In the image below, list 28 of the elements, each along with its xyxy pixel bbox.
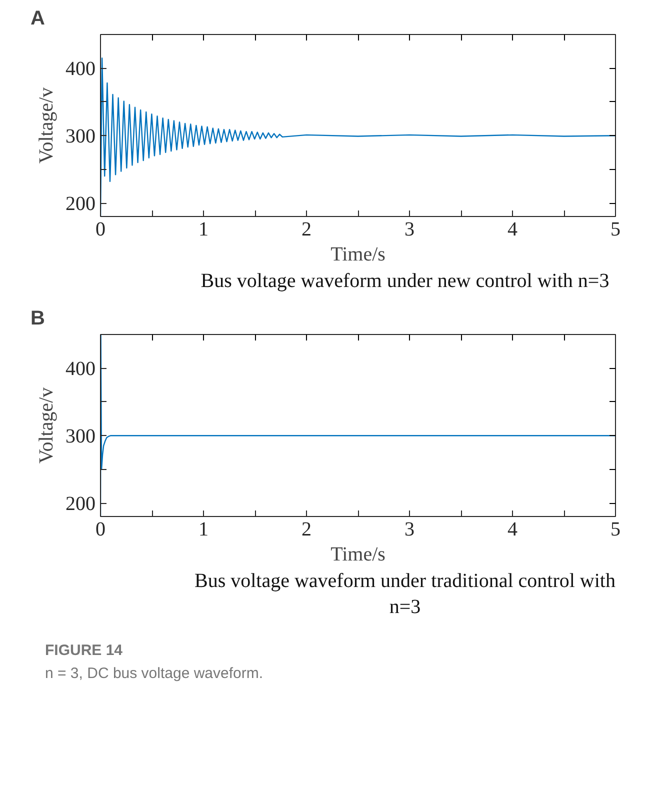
text: n = 3, DC bus voltage waveform. [45,664,264,684]
x-axis-title: Time/s [330,244,386,266]
y-tick-label: 300 [66,426,96,448]
y-tick-label: 200 [66,193,96,216]
x-tick-label: 3 [404,518,414,540]
x-tick-label: 0 [96,518,106,540]
text: Bus voltage waveform under new control with n=3 [200,269,610,294]
y-tick-label: 400 [66,58,96,80]
x-tick-label: 1 [198,218,208,240]
x-axis-title: Time/s [330,544,386,566]
x-tick-label: 0 [96,218,106,240]
text: Bus voltage waveform under traditional control with n=3 [193,569,616,620]
x-tick-label: 2 [302,518,312,540]
x-tick-label: 4 [508,518,518,540]
y-tick-label: 300 [66,126,96,148]
chart-title: A [30,8,45,30]
x-tick-label: 4 [508,218,518,240]
x-tick-label: 3 [404,218,414,240]
y-axis-title: Voltage/v [36,87,58,164]
y-tick-label: 200 [66,493,96,516]
x-tick-label: 1 [198,518,208,540]
chart-title: B [30,308,45,330]
x-tick-label: 5 [610,518,620,540]
y-axis-title: Voltage/v [36,387,58,464]
y-tick-label: 400 [66,358,96,380]
caption: FIGURE 14 [45,641,123,661]
x-tick-label: 5 [610,218,620,240]
x-tick-label: 2 [302,218,312,240]
